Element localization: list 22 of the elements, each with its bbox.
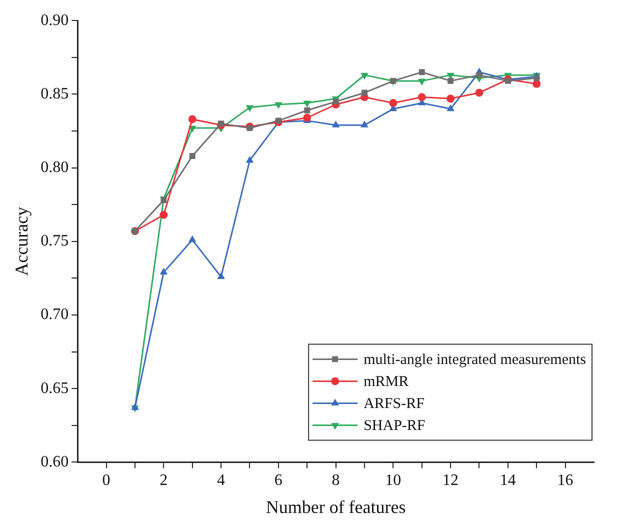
legend-label: SHAP-RF <box>364 418 426 434</box>
x-tick-label: 0 <box>102 472 110 490</box>
x-tick-label: 4 <box>217 472 226 490</box>
x-tick-label: 12 <box>442 472 459 490</box>
x-tick-label: 8 <box>332 472 340 490</box>
x-tick-label: 16 <box>557 472 574 490</box>
y-tick-label: 0.80 <box>40 159 69 176</box>
y-axis-title: Accuracy <box>12 206 32 276</box>
x-tick-label: 14 <box>500 472 516 490</box>
y-tick-label: 0.60 <box>40 453 69 470</box>
y-tick-label: 0.70 <box>40 306 69 324</box>
x-tick-label: 6 <box>274 472 282 490</box>
y-tick-label: 0.75 <box>40 232 69 250</box>
legend-label: multi-angle integrated measurements <box>364 352 586 368</box>
x-tick-label: 10 <box>385 472 402 490</box>
x-axis-title: Number of features <box>266 496 406 517</box>
y-tick-label: 0.90 <box>40 12 69 29</box>
y-tick-label: 0.85 <box>40 85 69 102</box>
y-tick-label: 0.65 <box>40 380 69 397</box>
legend-label: ARFS-RF <box>364 396 424 412</box>
x-tick-label: 2 <box>160 472 168 490</box>
legend-label: mRMR <box>364 374 409 390</box>
